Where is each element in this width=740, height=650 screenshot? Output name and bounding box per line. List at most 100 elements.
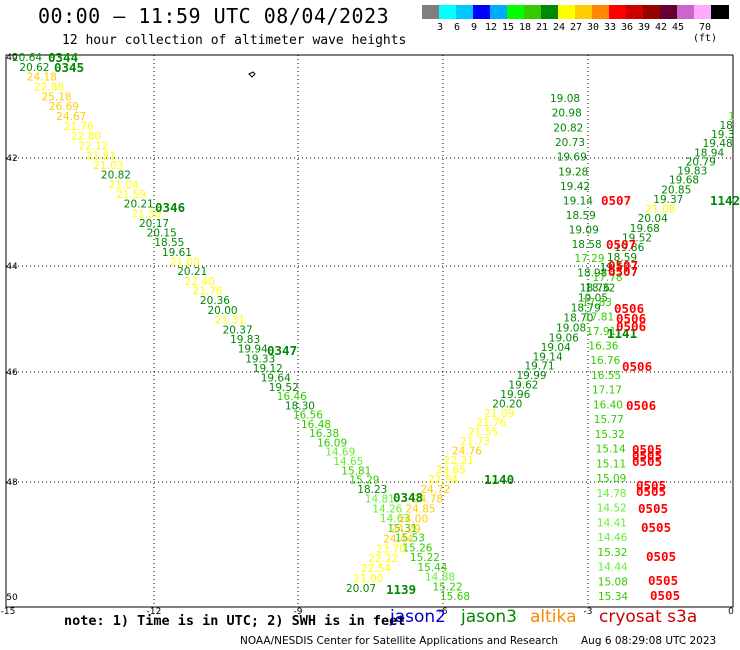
swh-value-track-a: 21.03 (93, 160, 123, 172)
satellite-tracks: 20.6420.6224.1822.8825.1826.6924.6721.76… (12, 52, 735, 603)
swh-value-track-c: 17.81 (584, 311, 614, 323)
pass-id-label: 0506 (626, 398, 656, 413)
swh-value-track-a: 20.00 (208, 305, 238, 317)
coastline-feature (248, 71, 256, 78)
footer-timestamp: Aug 6 08:29:08 UTC 2023 (581, 635, 717, 647)
latitude-label: 44 (6, 262, 18, 272)
colorbar-swatch (643, 5, 660, 19)
swh-value-track-b: 18 (720, 120, 733, 132)
swh-value-track-b: 22.94 (428, 474, 458, 486)
swh-value-track-b: 21.76 (476, 417, 506, 429)
pass-id-label: 0345 (54, 60, 84, 75)
colorbar-tick-label: 33 (603, 22, 617, 33)
swh-value-track-b: 19.71 (525, 361, 555, 373)
lat-lon-grid (6, 55, 733, 607)
footer-agency: NOAA/NESDIS Center for Satellite Applica… (240, 635, 558, 647)
swh-value-track-b: 19.06 (549, 332, 579, 344)
swh-value-track-a: 14.69 (325, 447, 355, 459)
swh-value-track-b: 19.05 (578, 292, 608, 304)
pass-id-label: 0505 (636, 478, 666, 493)
colorbar-tick-label: 18 (518, 22, 532, 33)
swh-value-track-a: 20.21 (124, 199, 154, 211)
swh-value-track-a: 21.50 (131, 208, 161, 220)
swh-value-track-a: 15.26 (402, 542, 432, 554)
pass-id-label: 0505 (646, 549, 676, 564)
colorbar-swatch (694, 5, 711, 19)
colorbar-tick-label: 21 (535, 22, 549, 33)
swh-value-track-a: 20.36 (200, 295, 230, 307)
pass-id-label: 0507 (601, 193, 631, 208)
swh-value-track-b: 22.54 (361, 563, 391, 575)
pass-id-label: 0507 (606, 237, 636, 252)
swh-value-track-b: 19.3 (711, 129, 734, 141)
colorbar-tick-label: 24 (552, 22, 566, 33)
colorbar-swatch (439, 5, 456, 19)
colorbar-tick-label: 12 (484, 22, 498, 33)
longitude-label: -6 (439, 607, 448, 617)
swh-value-track-b: 19.62 (508, 380, 538, 392)
swh-value-track-a: 24.67 (56, 111, 86, 123)
colorbar-tick-label: 42 (654, 22, 668, 33)
latitude-label: 42 (6, 154, 17, 164)
colorbar-swatch (541, 5, 558, 19)
swh-value-track-a: 15.53 (395, 533, 425, 545)
colorbar-swatch (490, 5, 507, 19)
swh-value-track-a: 25.18 (42, 91, 72, 103)
swh-value-track-a: 18.30 (285, 400, 315, 412)
swh-value-track-a: 16.38 (309, 428, 339, 440)
swh-value-track-b: 19.59 (600, 262, 630, 274)
swh-value-track-c: 14.78 (597, 488, 627, 500)
swh-value-track-c: 16.55 (591, 370, 621, 382)
colorbar-swatch (456, 5, 473, 19)
swh-value-track-c: 18.98 (577, 268, 607, 280)
swh-value-track-c: 14.44 (598, 562, 628, 574)
swh-value-track-a: 19.64 (261, 373, 291, 385)
page-subtitle: 12 hour collection of altimeter wave hei… (62, 33, 407, 48)
swh-value-track-a: 20.21 (177, 266, 207, 278)
swh-value-track-c: 18.59 (566, 210, 596, 222)
pass-id-label: 0506 (616, 319, 646, 334)
swh-value-track-c: 20.73 (555, 137, 585, 149)
pass-id-label: 0348 (393, 490, 423, 505)
swh-value-track-a: 22.12 (78, 141, 108, 153)
swh-value-track-c: 15.32 (595, 429, 625, 441)
swh-value-track-b: 24.76 (452, 446, 482, 458)
swh-value-track-a: 21.31 (215, 315, 245, 327)
latitude-label: 46 (6, 368, 18, 378)
swh-value-track-b: 24.29 (391, 524, 421, 536)
swh-value-track-a: 15.22 (410, 552, 440, 564)
colorbar-tick-label: 70 (ft) (692, 22, 718, 44)
pass-id-label: 0507 (608, 264, 638, 279)
swh-value-track-b: 19.86 (614, 242, 644, 254)
latitude-label: 50 (6, 593, 18, 603)
swh-value-track-b: 20.20 (492, 398, 522, 410)
swh-value-track-b: 19.37 (653, 194, 683, 206)
swh-value-track-a: 14.88 (425, 572, 455, 584)
swh-value-track-b: 18.32 (585, 282, 615, 294)
satellite-legend-jason2: jason2 (390, 607, 446, 627)
swh-value-track-a: 16.56 (293, 410, 323, 422)
pass-id-label: 1139 (386, 582, 416, 597)
pass-id-label: 0505 (641, 520, 671, 535)
swh-value-track-a: 22.40 (185, 276, 215, 288)
swh-value-track-a: 20.64 (12, 52, 42, 64)
colorbar-swatch (626, 5, 643, 19)
latitude-label: 48 (6, 478, 18, 488)
swh-value-track-b: 19.96 (500, 389, 530, 401)
swh-value-track-a: 19.33 (245, 353, 275, 365)
swh-value-track-b: 18.79 (571, 302, 601, 314)
colorbar-swatch (524, 5, 541, 19)
swh-value-track-a: 21.76 (192, 286, 222, 298)
swh-value-track-a: 21.00 (170, 257, 200, 269)
swh-value-track-b: 19.99 (517, 370, 547, 382)
swh-value-track-a: 15.68 (440, 591, 470, 603)
swh-value-track-b: 20.04 (638, 213, 668, 225)
colorbar-tick-label: 30 (586, 22, 600, 33)
swh-value-track-b: 24.72 (420, 484, 450, 496)
swh-value-track-a: 18.55 (154, 237, 184, 249)
swh-value-track-c: 15.14 (596, 444, 626, 456)
swh-value-track-b: 22.22 (368, 553, 398, 565)
swh-value-track-b: 19.68 (669, 175, 699, 187)
colorbar-swatch (422, 5, 439, 19)
